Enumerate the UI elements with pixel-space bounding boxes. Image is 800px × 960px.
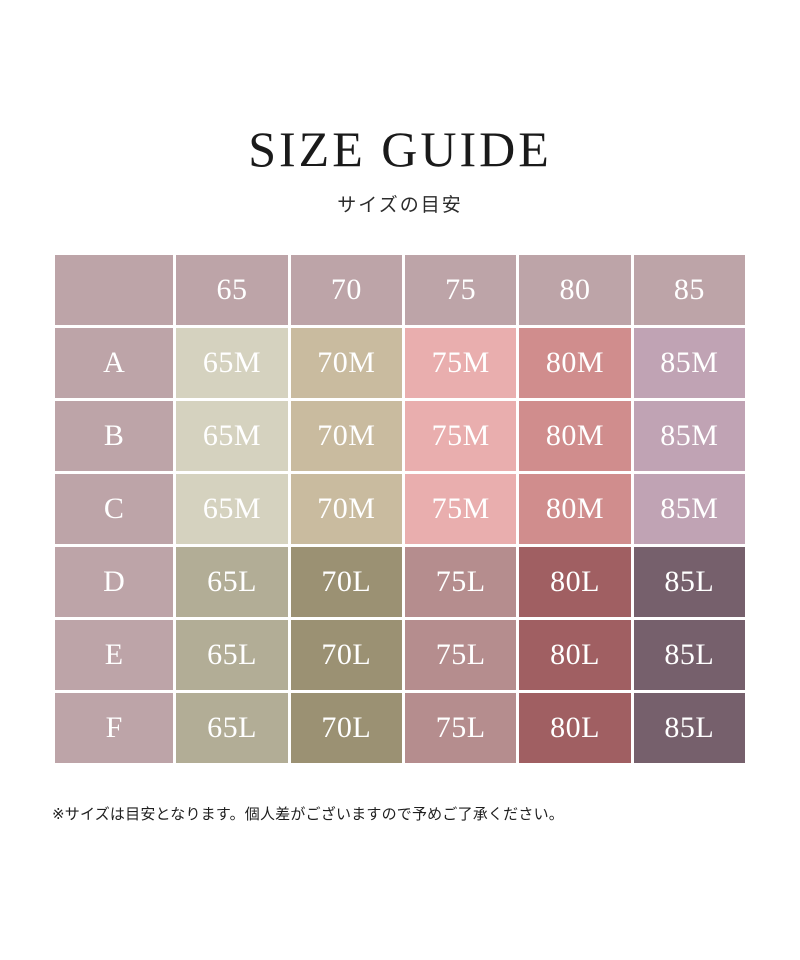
size-cell-A-65: 65M	[176, 328, 288, 398]
row-label-C: C	[55, 474, 174, 544]
size-cell-C-80: 80M	[519, 474, 631, 544]
size-cell-A-85: 85M	[633, 328, 745, 398]
row-label-B: B	[55, 401, 174, 471]
size-cell-D-65: 65L	[176, 547, 288, 617]
size-cell-C-65: 65M	[176, 474, 288, 544]
table-row: C 65M 70M 75M 80M 85M	[55, 474, 745, 544]
size-cell-F-85: 85L	[633, 693, 745, 763]
size-cell-B-70: 70M	[290, 401, 402, 471]
size-chart-table: 65 70 75 80 85 A 65M 70M 75M 80M 85M B 65M 70M 75M 80M 8…	[52, 252, 748, 766]
size-cell-D-85: 85L	[633, 547, 745, 617]
page-title: SIZE GUIDE	[248, 121, 552, 177]
size-cell-E-80: 80L	[519, 620, 631, 690]
table-corner-cell	[55, 255, 174, 325]
size-cell-C-70: 70M	[290, 474, 402, 544]
size-cell-C-85: 85M	[633, 474, 745, 544]
size-cell-E-75: 75L	[405, 620, 517, 690]
column-header-80: 80	[519, 255, 631, 325]
size-cell-C-75: 75M	[405, 474, 517, 544]
size-cell-E-70: 70L	[290, 620, 402, 690]
size-disclaimer-note: ※サイズは目安となります。個人差がございますので予めご了承ください。	[52, 805, 564, 823]
table-row: A 65M 70M 75M 80M 85M	[55, 328, 745, 398]
size-cell-D-75: 75L	[405, 547, 517, 617]
size-cell-A-70: 70M	[290, 328, 402, 398]
size-cell-B-85: 85M	[633, 401, 745, 471]
row-label-E: E	[55, 620, 174, 690]
size-cell-E-85: 85L	[633, 620, 745, 690]
column-header-70: 70	[290, 255, 402, 325]
size-cell-D-70: 70L	[290, 547, 402, 617]
size-cell-F-65: 65L	[176, 693, 288, 763]
column-header-65: 65	[176, 255, 288, 325]
size-cell-F-75: 75L	[405, 693, 517, 763]
size-cell-B-65: 65M	[176, 401, 288, 471]
table-row: F 65L 70L 75L 80L 85L	[55, 693, 745, 763]
size-cell-A-75: 75M	[405, 328, 517, 398]
page-subtitle: サイズの目安	[337, 194, 463, 216]
row-label-A: A	[55, 328, 174, 398]
size-cell-B-80: 80M	[519, 401, 631, 471]
size-cell-B-75: 75M	[405, 401, 517, 471]
size-cell-F-70: 70L	[290, 693, 402, 763]
column-header-85: 85	[633, 255, 745, 325]
column-header-75: 75	[405, 255, 517, 325]
table-row: B 65M 70M 75M 80M 85M	[55, 401, 745, 471]
page-header: SIZE GUIDE サイズの目安	[0, 118, 800, 218]
row-label-F: F	[55, 693, 174, 763]
table-row: D 65L 70L 75L 80L 85L	[55, 547, 745, 617]
table-header-row: 65 70 75 80 85	[55, 255, 745, 325]
size-cell-D-80: 80L	[519, 547, 631, 617]
table-row: E 65L 70L 75L 80L 85L	[55, 620, 745, 690]
size-cell-F-80: 80L	[519, 693, 631, 763]
row-label-D: D	[55, 547, 174, 617]
size-cell-E-65: 65L	[176, 620, 288, 690]
size-cell-A-80: 80M	[519, 328, 631, 398]
